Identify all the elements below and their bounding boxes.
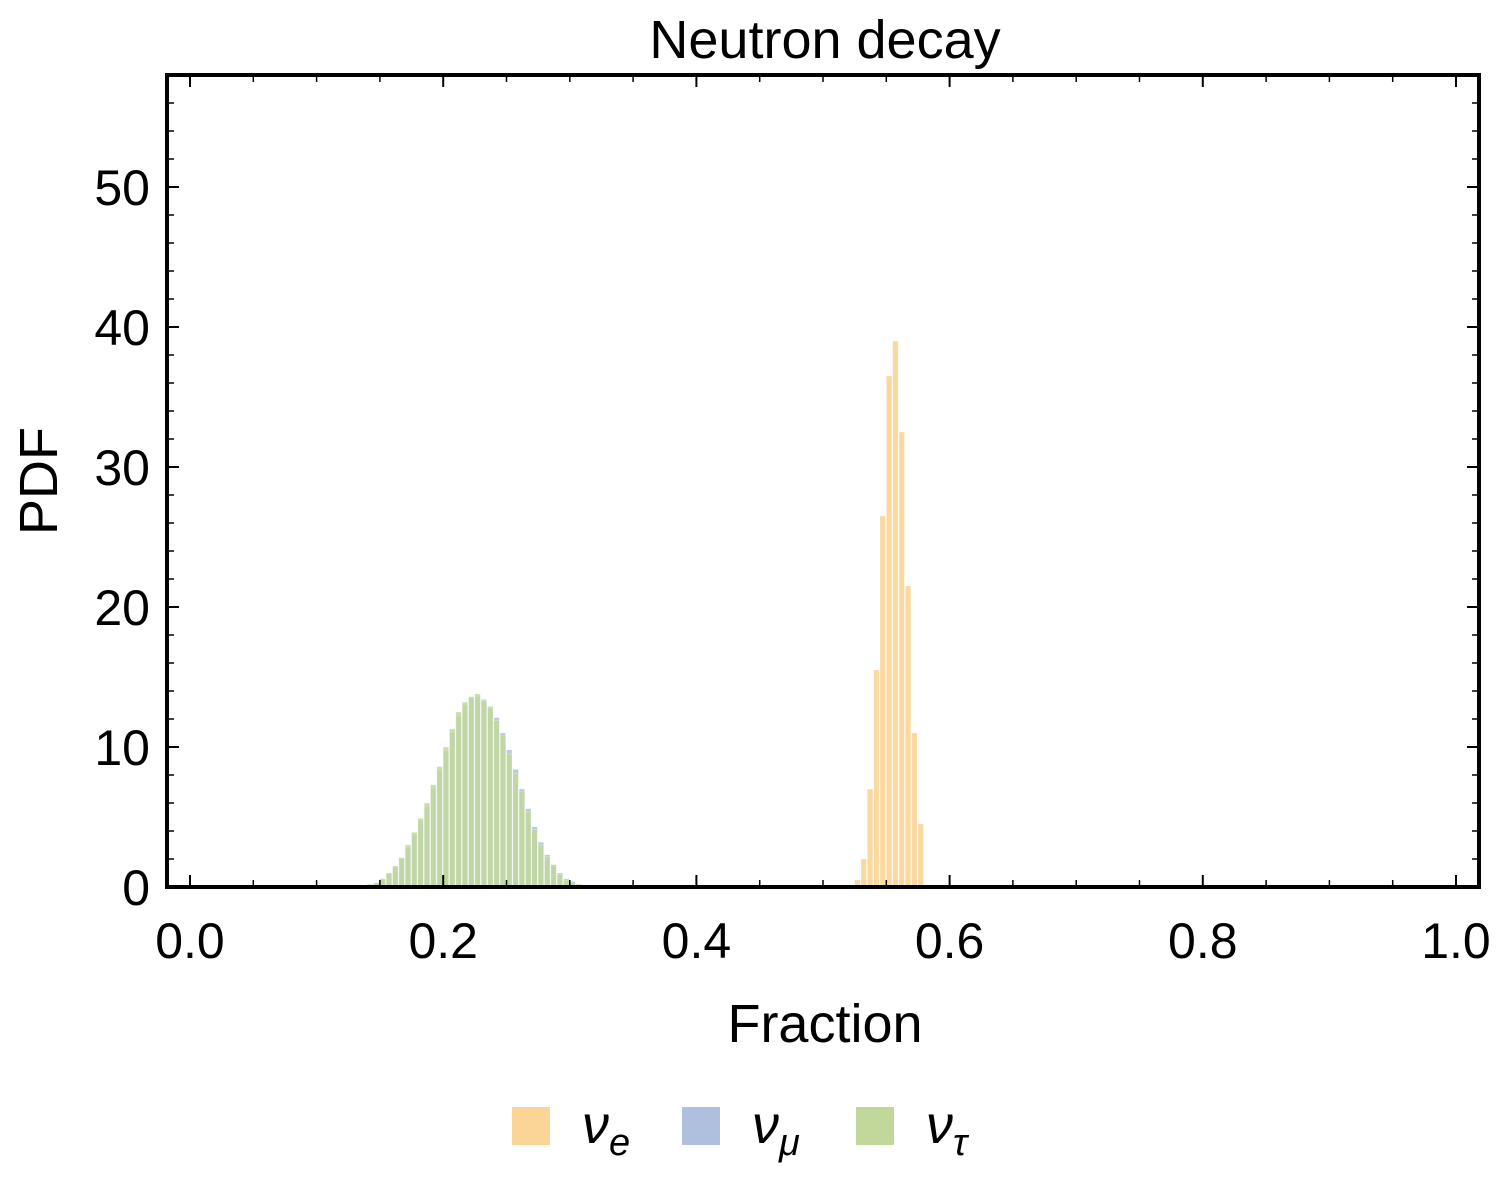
x-axis-ticks: 0.0 0.2 0.4 0.6 0.8 1.0 xyxy=(155,75,1491,969)
bar xyxy=(499,735,507,888)
bar xyxy=(917,823,924,888)
bar xyxy=(461,701,469,888)
y-tick-label: 40 xyxy=(94,300,150,356)
legend-item: ντ xyxy=(856,1095,970,1164)
plot-frame xyxy=(165,73,1481,889)
legend-label: ντ xyxy=(926,1095,970,1164)
bar xyxy=(518,791,525,888)
bar xyxy=(423,802,431,888)
x-tick-label: 0.4 xyxy=(662,913,732,969)
bar xyxy=(879,515,886,888)
bar xyxy=(404,844,412,888)
y-axis-ticks: 0 10 20 30 40 50 xyxy=(94,102,1479,916)
bar xyxy=(860,858,867,888)
bar xyxy=(506,753,513,888)
y-tick-label: 50 xyxy=(94,160,150,216)
bar xyxy=(411,832,418,888)
y-tick-label: 30 xyxy=(94,440,150,496)
bar xyxy=(537,844,544,888)
bar xyxy=(493,720,500,888)
y-tick-label: 10 xyxy=(94,720,150,776)
bar xyxy=(417,818,424,888)
bar xyxy=(904,585,912,888)
x-axis-label: Fraction xyxy=(727,994,922,1054)
series-3-bars xyxy=(366,693,589,888)
bar xyxy=(480,700,488,888)
x-tick-label: 0.6 xyxy=(915,913,985,969)
x-tick-label: 0.0 xyxy=(155,913,225,969)
bar xyxy=(525,811,532,888)
bar xyxy=(487,707,494,888)
x-tick-label: 0.8 xyxy=(1168,913,1238,969)
bar xyxy=(873,669,880,888)
bar xyxy=(512,773,519,888)
bar xyxy=(436,766,443,888)
series-1-bars xyxy=(854,340,924,888)
legend-item: νe xyxy=(512,1095,630,1164)
bar xyxy=(892,340,899,888)
legend-swatch xyxy=(682,1107,720,1145)
bar xyxy=(544,855,551,888)
bar xyxy=(898,431,905,888)
x-tick-label: 0.2 xyxy=(408,913,478,969)
x-tick-label: 1.0 xyxy=(1421,913,1491,969)
chart-title: Neutron decay xyxy=(649,10,1000,70)
bar xyxy=(385,872,393,888)
legend-swatch xyxy=(856,1107,894,1145)
legend-label: νe xyxy=(582,1095,630,1164)
bar xyxy=(468,696,475,888)
bar xyxy=(455,711,462,888)
legend-swatch xyxy=(512,1107,550,1145)
bar xyxy=(430,784,437,888)
bar xyxy=(442,746,450,888)
histogram-bars xyxy=(366,340,924,888)
bar xyxy=(398,857,405,888)
bar xyxy=(449,728,456,888)
legend-item: νμ xyxy=(682,1095,800,1164)
legend-label: νμ xyxy=(752,1095,800,1164)
y-tick-label: 20 xyxy=(94,580,150,636)
legend: νe νμ ντ xyxy=(512,1095,970,1164)
bar xyxy=(867,788,874,888)
bar xyxy=(392,865,399,888)
bar xyxy=(531,829,538,888)
bar xyxy=(474,693,481,888)
bar xyxy=(911,732,918,888)
bar xyxy=(550,865,557,888)
y-tick-label: 0 xyxy=(122,860,150,916)
bar xyxy=(885,375,893,888)
y-axis-label: PDF xyxy=(9,427,69,535)
